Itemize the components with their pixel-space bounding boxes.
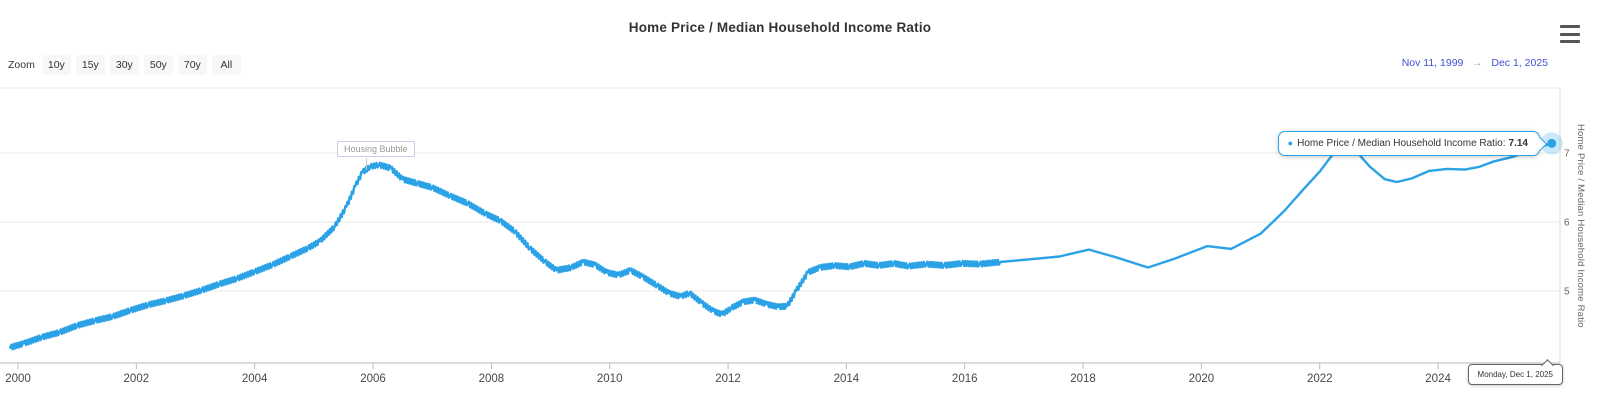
x-tick-label-2000: 2000 <box>5 373 31 385</box>
x-tick-label-2020: 2020 <box>1189 373 1215 385</box>
series-line[interactable] <box>9 142 1553 351</box>
zoom-button-group: 10y 15y 30y 50y 70y All <box>41 54 246 75</box>
zoom-button-70y[interactable]: 70y <box>177 54 207 75</box>
x-tick-label-2022: 2022 <box>1307 373 1333 385</box>
x-tick-label-2008: 2008 <box>479 373 505 385</box>
annotation-callout-line <box>366 158 367 170</box>
series-bullet-icon: ● <box>1287 138 1294 148</box>
x-tick-label-2018: 2018 <box>1070 373 1096 385</box>
x-tick-label-2004: 2004 <box>242 373 268 385</box>
range-selector-toolbar: Zoom 10y 15y 30y 50y 70y All <box>8 54 246 75</box>
y-axis-title: Home Price / Median Household Income Rat… <box>1575 123 1586 328</box>
range-from-input[interactable]: Nov 11, 1999 <box>1401 57 1464 69</box>
xaxis-date-tooltip: Monday, Dec 1, 2025 <box>1467 358 1563 385</box>
range-arrow-icon: → <box>1472 57 1483 69</box>
zoom-button-all[interactable]: All <box>211 54 241 75</box>
x-tick-label-2010: 2010 <box>597 373 623 385</box>
range-to-input[interactable]: Dec 1, 2025 <box>1491 57 1548 69</box>
series-tooltip: ● Home Price / Median Household Income Ra… <box>1277 131 1547 156</box>
zoom-button-15y[interactable]: 15y <box>75 54 105 75</box>
x-tick-label-2014: 2014 <box>834 373 860 385</box>
tooltip-series-label: Home Price / Median Household Income Rat… <box>1297 138 1506 149</box>
zoom-button-10y[interactable]: 10y <box>41 54 71 75</box>
zoom-button-30y[interactable]: 30y <box>109 54 139 75</box>
y-tick-label-7: 7 <box>1564 149 1570 160</box>
y-tick-label-6: 6 <box>1564 218 1570 229</box>
hamburger-bar <box>1560 32 1580 36</box>
x-tick-label-2016: 2016 <box>952 373 978 385</box>
chart-title: Home Price / Median Household Income Rat… <box>628 20 932 35</box>
hamburger-bar <box>1560 25 1580 28</box>
zoom-label: Zoom <box>8 58 35 71</box>
hamburger-bar <box>1560 40 1580 43</box>
last-point-marker[interactable] <box>1547 138 1557 148</box>
xaxis-date-text: Monday, Dec 1, 2025 <box>1477 370 1553 379</box>
y-tick-label-5: 5 <box>1564 287 1570 298</box>
tooltip-value: 7.14 <box>1508 138 1528 149</box>
hamburger-menu-icon[interactable] <box>1560 24 1580 44</box>
x-tick-label-2024: 2024 <box>1425 373 1451 385</box>
x-tick-label-2012: 2012 <box>715 373 741 385</box>
zoom-button-50y[interactable]: 50y <box>143 54 173 75</box>
x-tick-label-2002: 2002 <box>124 373 150 385</box>
x-tick-label-2006: 2006 <box>360 373 386 385</box>
annotation-housing-bubble: Housing Bubble <box>337 141 415 157</box>
date-range: Nov 11, 1999 → Dec 1, 2025 <box>1402 57 1548 69</box>
